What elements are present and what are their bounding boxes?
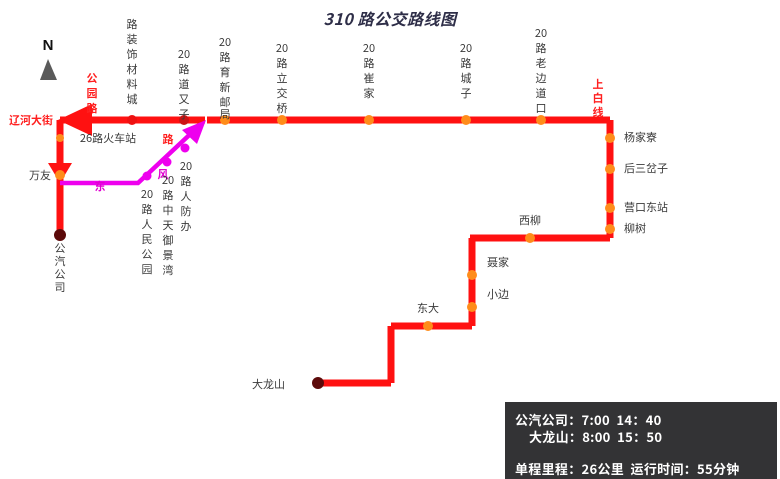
svg-text:新: 新 xyxy=(220,79,231,95)
svg-text:路: 路 xyxy=(163,131,174,147)
svg-text:20: 20 xyxy=(219,34,231,50)
svg-text:路: 路 xyxy=(142,201,153,217)
svg-text:路: 路 xyxy=(127,16,138,32)
svg-text:柳树: 柳树 xyxy=(624,220,646,236)
svg-text:人: 人 xyxy=(142,216,153,232)
svg-text:天: 天 xyxy=(163,217,174,233)
svg-text:湾: 湾 xyxy=(163,262,174,278)
svg-text:办: 办 xyxy=(181,218,192,234)
svg-text:20: 20 xyxy=(162,172,174,188)
svg-text:20: 20 xyxy=(180,158,192,174)
svg-text:N: N xyxy=(43,37,54,54)
svg-text:路: 路 xyxy=(163,187,174,203)
svg-text:人: 人 xyxy=(181,188,192,204)
svg-text:口: 口 xyxy=(536,100,547,116)
svg-text:西柳: 西柳 xyxy=(519,212,541,228)
svg-text:辽河大街: 辽河大街 xyxy=(9,112,53,128)
svg-text:老: 老 xyxy=(536,55,547,71)
svg-text:园: 园 xyxy=(142,261,153,277)
svg-text:桥: 桥 xyxy=(277,100,288,116)
svg-text:20: 20 xyxy=(141,186,153,202)
svg-text:饰: 饰 xyxy=(127,46,138,62)
svg-text:杨家寮: 杨家寮 xyxy=(624,129,657,145)
svg-text:崔: 崔 xyxy=(364,70,375,86)
svg-text:子: 子 xyxy=(179,106,190,122)
svg-text:城: 城 xyxy=(461,70,472,86)
svg-text:20: 20 xyxy=(363,40,375,56)
svg-text:聂家: 聂家 xyxy=(487,254,509,270)
svg-text:育: 育 xyxy=(220,64,231,80)
svg-text:路: 路 xyxy=(277,55,288,71)
svg-text:道: 道 xyxy=(179,76,190,92)
svg-text:边: 边 xyxy=(536,70,547,86)
svg-text:路: 路 xyxy=(364,55,375,71)
svg-text:防: 防 xyxy=(181,203,192,219)
svg-text:东: 东 xyxy=(95,178,106,194)
svg-text:园: 园 xyxy=(87,85,98,101)
svg-text:东大: 东大 xyxy=(417,300,439,316)
svg-text:立: 立 xyxy=(277,70,288,86)
svg-text:子: 子 xyxy=(461,85,472,101)
svg-text:家: 家 xyxy=(364,85,375,101)
svg-text:小边: 小边 xyxy=(487,286,509,302)
svg-text:万友: 万友 xyxy=(29,167,51,183)
svg-text:中: 中 xyxy=(163,202,174,218)
svg-text:装: 装 xyxy=(127,31,138,47)
svg-text:后三岔子: 后三岔子 xyxy=(624,160,668,176)
svg-text:26路火车站: 26路火车站 xyxy=(80,130,136,146)
svg-text:路: 路 xyxy=(536,40,547,56)
svg-text:路: 路 xyxy=(181,173,192,189)
svg-text:民: 民 xyxy=(142,231,153,247)
svg-text:又: 又 xyxy=(179,91,190,107)
svg-text:料: 料 xyxy=(127,76,138,92)
svg-text:路: 路 xyxy=(220,49,231,65)
svg-text:城: 城 xyxy=(127,91,138,107)
svg-text:20: 20 xyxy=(276,40,288,56)
svg-text:道: 道 xyxy=(536,85,547,101)
svg-text:司: 司 xyxy=(55,279,66,295)
svg-text:路: 路 xyxy=(179,61,190,77)
svg-text:局: 局 xyxy=(220,106,231,122)
svg-text:交: 交 xyxy=(277,85,288,101)
svg-text:20: 20 xyxy=(535,25,547,41)
svg-text:公: 公 xyxy=(142,246,153,262)
svg-text:20: 20 xyxy=(460,40,472,56)
svg-text:线: 线 xyxy=(593,104,604,120)
svg-text:路: 路 xyxy=(461,55,472,71)
svg-text:大龙山: 大龙山 xyxy=(252,376,285,392)
svg-text:路: 路 xyxy=(87,100,98,116)
svg-text:景: 景 xyxy=(163,247,174,263)
svg-text:材: 材 xyxy=(127,61,138,77)
svg-text:御: 御 xyxy=(163,232,174,248)
svg-text:营口东站: 营口东站 xyxy=(624,199,668,215)
svg-text:20: 20 xyxy=(178,46,190,62)
svg-text:公: 公 xyxy=(87,70,98,86)
